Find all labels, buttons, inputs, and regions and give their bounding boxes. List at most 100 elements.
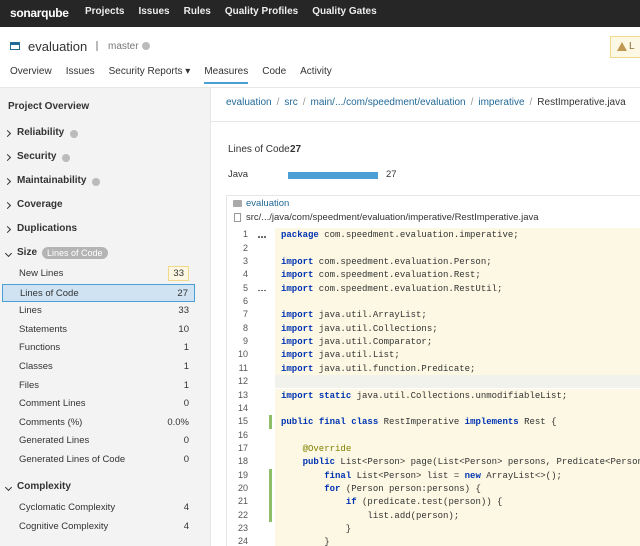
breadcrumb-item[interactable]: src — [284, 97, 298, 108]
code-token: for — [324, 483, 341, 494]
measure-row[interactable]: Lines 33 — [2, 302, 195, 320]
tab[interactable]: Issues — [65, 66, 95, 77]
line-marker — [269, 468, 272, 482]
section-header[interactable]: Coverage — [17, 199, 63, 210]
measure-name: Cyclomatic Complexity — [19, 502, 116, 514]
line-number: 1 — [242, 229, 248, 240]
project-name[interactable]: evaluation — [28, 39, 88, 54]
line-marker — [269, 495, 272, 509]
tab[interactable]: Overview — [10, 66, 52, 77]
line-options-dot — [261, 236, 263, 238]
breadcrumb-item[interactable]: main/.../com/speedment/evaluation — [310, 97, 466, 108]
add-icon — [142, 42, 150, 50]
measure-row[interactable]: Comments (%) 0.0% — [2, 414, 195, 432]
line-number: 20 — [237, 482, 248, 493]
line-options-dot — [261, 289, 263, 292]
code-token: List<Person> list = — [351, 470, 465, 481]
code-token: java.util.ArrayList; — [313, 310, 427, 321]
section-header[interactable]: Maintainability — [17, 175, 87, 186]
folder-icon — [233, 200, 242, 207]
code-token: com.speedment.evaluation.imperative; — [318, 230, 519, 241]
line-background — [275, 308, 640, 322]
measure-row[interactable]: Files 1 — [2, 377, 195, 395]
section-header[interactable]: Reliability — [17, 127, 65, 138]
measure-name: Classes — [19, 361, 53, 372]
line-background — [275, 255, 640, 269]
code-line: } — [281, 523, 351, 535]
code-token: com.speedment.evaluation.RestUtil; — [313, 283, 503, 294]
line-background — [275, 295, 640, 309]
code-token: com.speedment.evaluation.Person; — [313, 257, 492, 267]
line-background — [275, 375, 640, 389]
nav-link[interactable]: Projects — [85, 6, 125, 17]
section-header[interactable]: Duplications — [17, 223, 78, 234]
code-line: } — [281, 536, 330, 546]
measure-row[interactable]: Statements 10 — [2, 321, 195, 339]
line-number: 8 — [242, 322, 248, 333]
nav-link[interactable]: Issues — [138, 6, 170, 17]
measure-row[interactable]: Functions 1 — [2, 339, 195, 357]
code-token: public — [281, 417, 314, 428]
section-header[interactable]: Complexity — [17, 481, 71, 493]
code-token: } — [281, 537, 330, 546]
line-number: 19 — [237, 469, 248, 480]
code-token: final — [324, 470, 352, 481]
code-token: import — [281, 363, 314, 374]
code-project[interactable]: evaluation — [246, 198, 290, 209]
line-number: 12 — [237, 376, 248, 387]
measure-row[interactable]: Classes 1 — [2, 358, 195, 376]
measure-row[interactable]: New Lines 33 — [2, 265, 195, 283]
sidebar-title: Project Overview — [8, 101, 90, 112]
nav: Projects Issues Rules Quality Profiles Quali… — [85, 6, 377, 17]
code-token: com.speedment.evaluation.Rest; — [313, 270, 481, 281]
line-number: 13 — [237, 389, 248, 400]
measure-row[interactable]: Generated Lines of Code 0 — [2, 451, 195, 469]
breadcrumb-separator: / — [470, 97, 474, 108]
line-number: 3 — [242, 256, 248, 266]
line-number: 17 — [237, 442, 248, 453]
nav-link[interactable]: Rules — [183, 6, 211, 17]
branch-icon — [96, 41, 98, 51]
breadcrumb-item[interactable]: imperative — [478, 97, 525, 108]
code-token: import — [281, 310, 314, 321]
code-line: public List<Person> page(List<Person> pe… — [281, 456, 640, 468]
measure-row[interactable]: Comment Lines 0 — [2, 395, 195, 413]
tab[interactable]: Security Reports ▾ — [108, 66, 191, 77]
measure-row[interactable]: Generated Lines 0 — [2, 432, 195, 450]
section-header[interactable]: Size — [17, 247, 38, 258]
tab[interactable]: Measures — [204, 66, 249, 84]
line-background — [275, 415, 640, 429]
code-token: java.util.Collections; — [313, 323, 438, 334]
code-line: final List<Person> list = new ArrayList<… — [281, 470, 562, 482]
code-token: java.util.Collections.unmodifiableList; — [351, 390, 568, 401]
measure-row[interactable]: Cognitive Complexity 4 — [2, 518, 195, 536]
code-line: import java.util.List; — [281, 349, 400, 361]
measure-name: Cognitive Complexity — [19, 520, 109, 532]
tab[interactable]: Code — [262, 66, 287, 77]
sidebar — [0, 88, 211, 546]
measure-row[interactable]: Lines of Code 27 — [2, 283, 195, 302]
branch-name[interactable]: master — [108, 41, 139, 52]
nav-link[interactable]: Quality Profiles — [224, 6, 299, 17]
code-token: import — [281, 283, 314, 294]
code-token: static — [318, 390, 352, 401]
code-token: RestImperative — [378, 417, 465, 428]
line-background — [275, 535, 640, 546]
line-number: 24 — [237, 536, 248, 546]
tab[interactable]: Activity — [300, 66, 332, 77]
code-token: import — [281, 350, 314, 361]
measure-row[interactable]: Cyclomatic Complexity 4 — [2, 499, 195, 517]
measure-value: 33 — [168, 266, 189, 281]
code-token: List<Person> page(List<Person> persons, … — [335, 457, 640, 468]
code-line: for (Person person:persons) { — [281, 483, 481, 495]
code-line: package com.speedment.evaluation.imperat… — [281, 229, 519, 241]
project-header — [0, 27, 640, 88]
nav-link[interactable]: Quality Gates — [312, 6, 377, 17]
code-line: import java.util.Comparator; — [281, 336, 432, 348]
line-number: 5 — [242, 282, 248, 293]
breadcrumb-item[interactable]: evaluation — [226, 97, 272, 108]
measure-value: 0 — [183, 454, 189, 465]
section-header[interactable]: Security — [17, 151, 57, 162]
code-token: java.util.List; — [313, 350, 400, 361]
